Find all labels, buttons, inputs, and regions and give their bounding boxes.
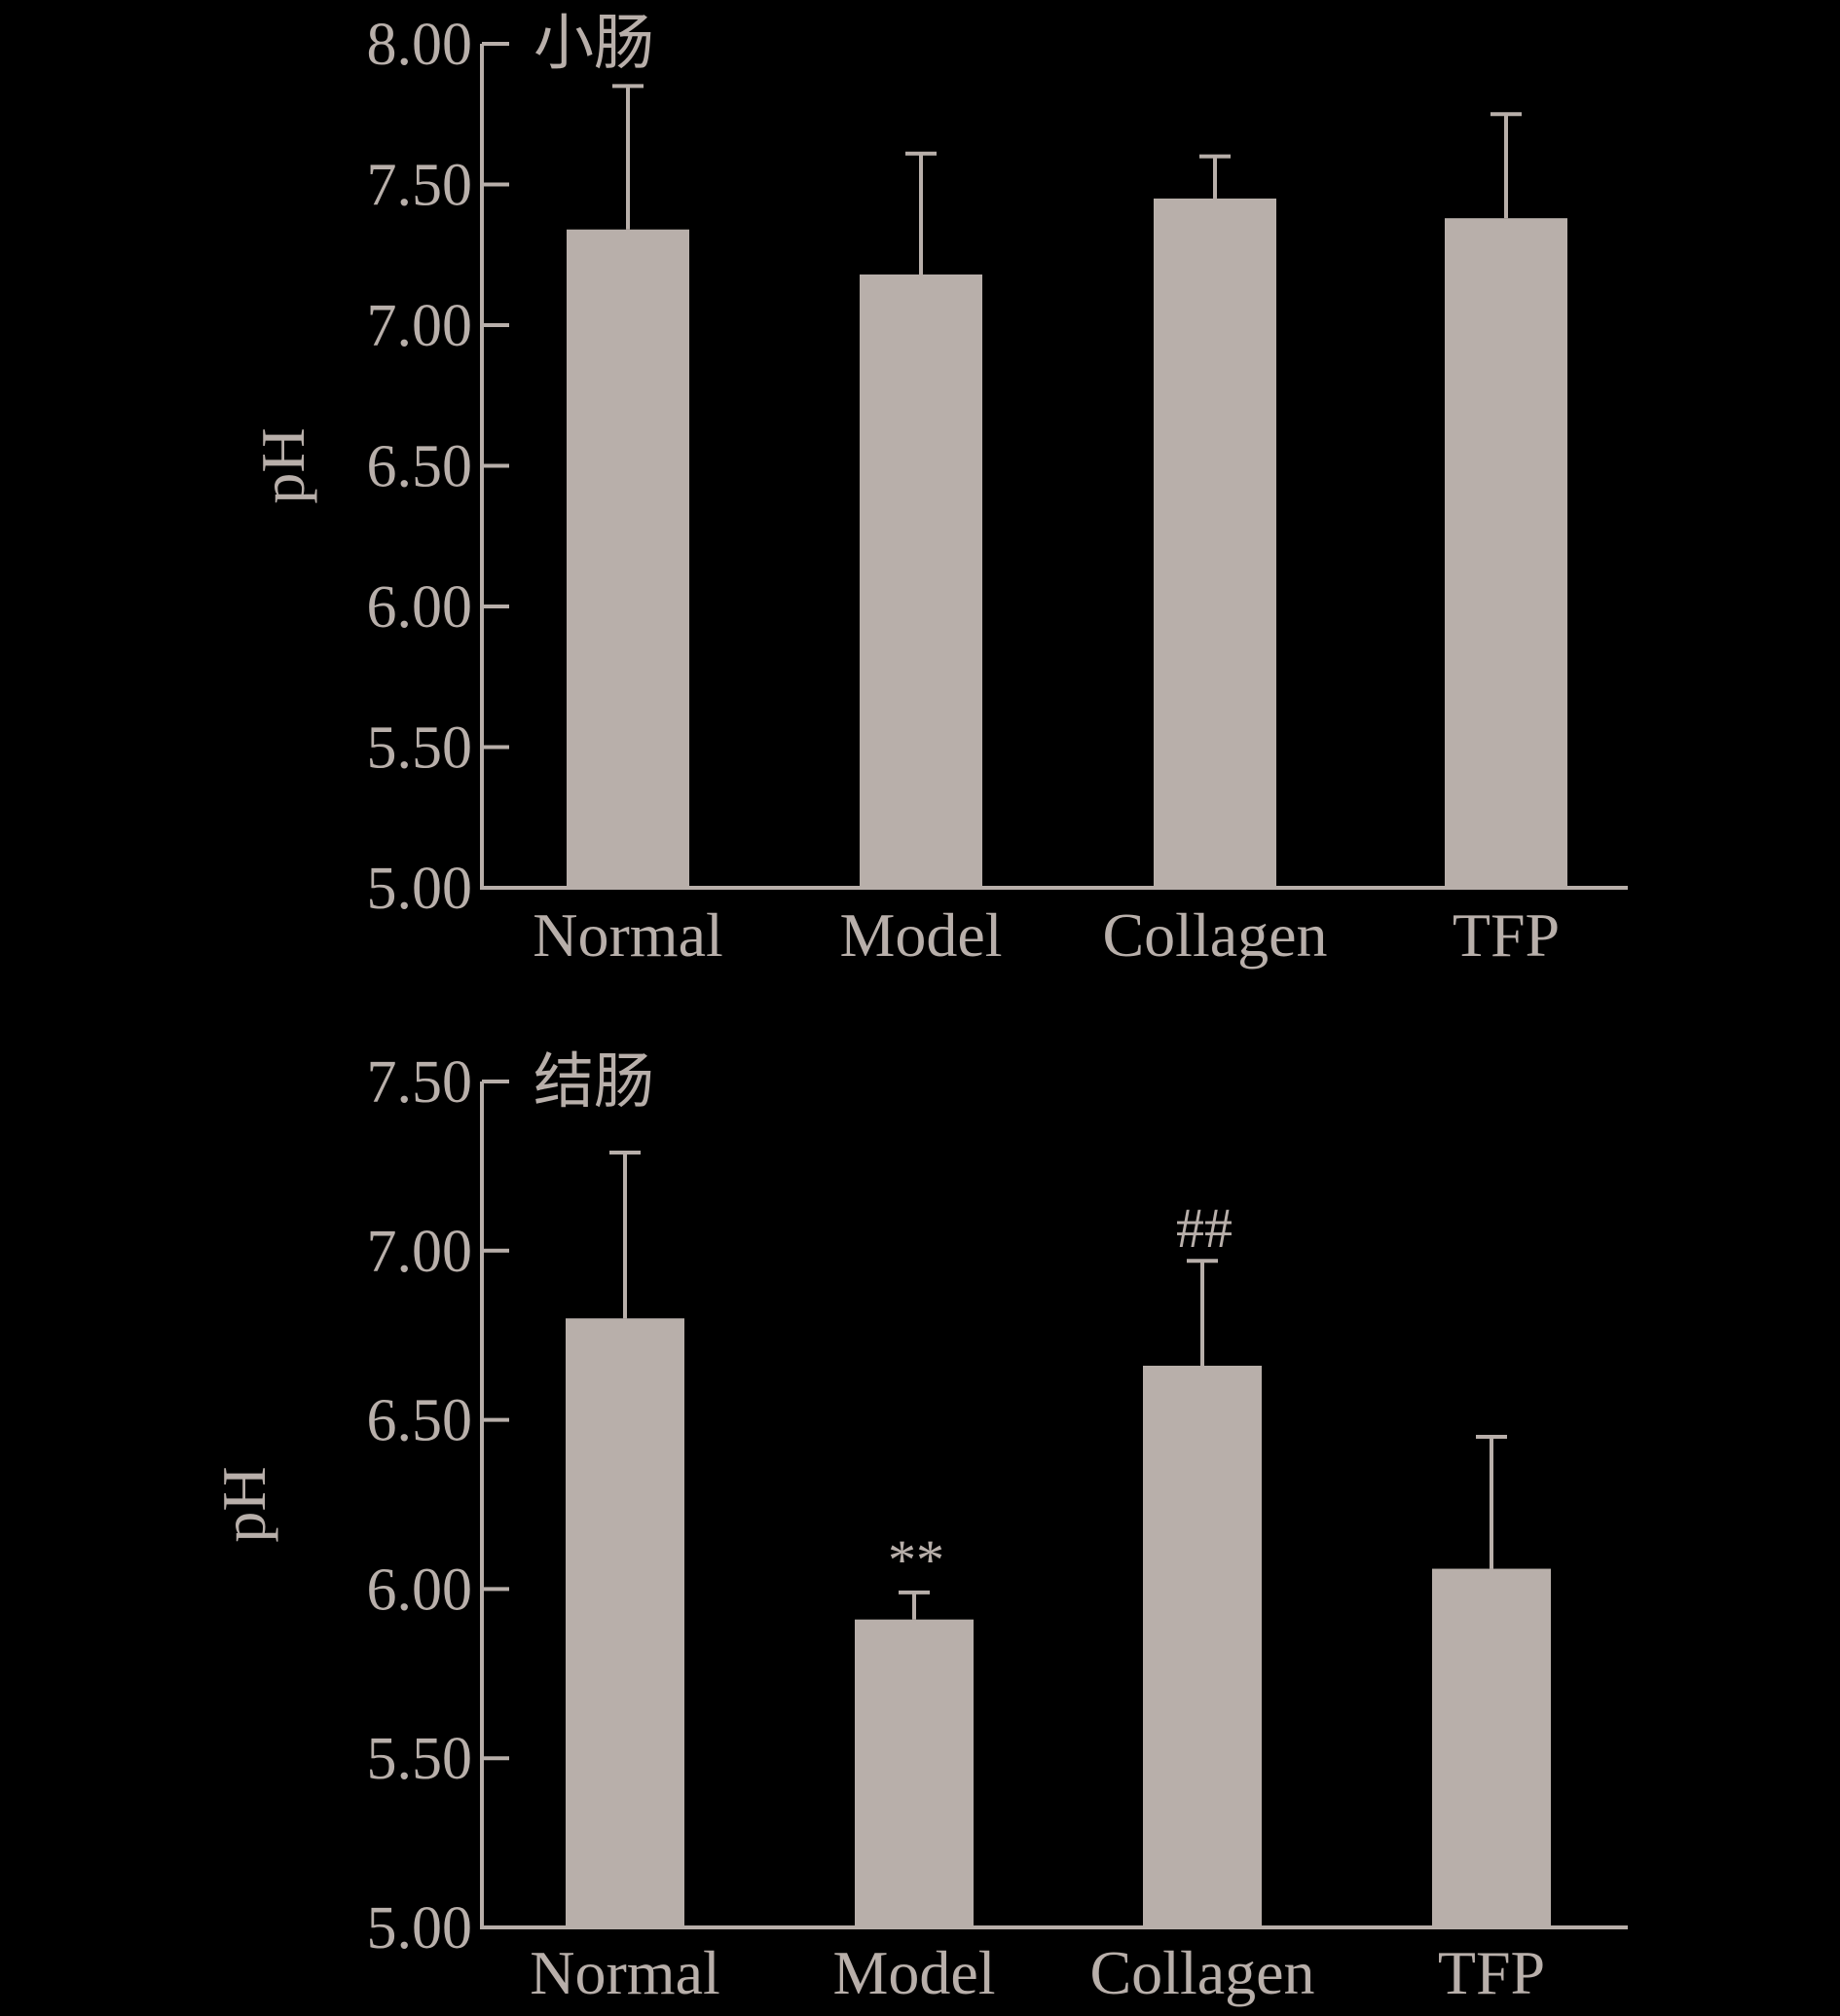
y-tick-label: 7.00 — [367, 1219, 473, 1285]
x-tick-label: TFP — [1453, 900, 1560, 970]
y-axis-label: pH — [209, 1466, 278, 1542]
bar — [860, 274, 982, 889]
bar — [1143, 1365, 1262, 1927]
x-tick-label: Model — [832, 1938, 995, 2007]
panel-title: 结肠 — [534, 1045, 654, 1117]
x-tick-label: Normal — [530, 1938, 720, 2007]
x-tick-label: Collagen — [1089, 1938, 1314, 2007]
bar — [567, 229, 689, 889]
significance-label: ** — [888, 1528, 944, 1592]
y-tick-label: 7.50 — [367, 1049, 473, 1116]
y-tick-label: 6.50 — [367, 434, 473, 500]
y-tick-label: 5.50 — [367, 1726, 473, 1792]
bar — [1154, 198, 1276, 888]
x-tick-label: TFP — [1438, 1938, 1545, 2007]
y-tick-label: 6.00 — [367, 1557, 473, 1623]
y-tick-label: 8.00 — [367, 12, 473, 78]
y-tick-label: 6.00 — [367, 574, 473, 641]
x-tick-label: Normal — [533, 900, 723, 970]
y-axis-label: pH — [248, 427, 317, 503]
bar — [1432, 1568, 1551, 1927]
y-tick-label: 5.00 — [367, 1895, 473, 1961]
panel-colon: ** ## 5.00 5.50 6.00 6.50 7.00 7.50 Normal Model C… — [209, 1045, 1628, 2007]
y-tick-label: 7.00 — [367, 293, 473, 359]
y-tick-label: 7.50 — [367, 153, 473, 219]
x-tick-label: Model — [839, 900, 1002, 970]
bar — [1445, 218, 1567, 888]
panel-small-intestine: 5.00 5.50 6.00 6.50 7.00 7.50 8.00 Normal Model C… — [248, 7, 1628, 970]
panel-title: 小肠 — [534, 7, 654, 78]
y-tick-label: 6.50 — [367, 1388, 473, 1454]
bar — [855, 1619, 974, 1927]
y-tick-label: 5.00 — [367, 856, 473, 922]
y-tick-label: 5.50 — [367, 715, 473, 782]
bar — [566, 1318, 684, 1927]
x-tick-label: Collagen — [1102, 900, 1327, 970]
significance-label: ## — [1176, 1196, 1233, 1260]
